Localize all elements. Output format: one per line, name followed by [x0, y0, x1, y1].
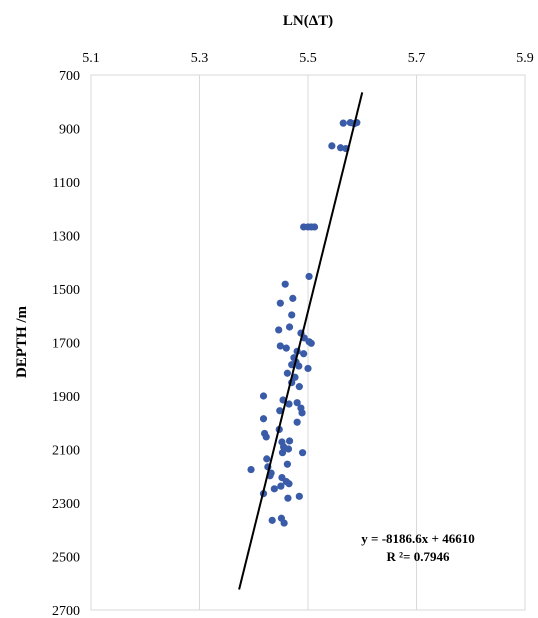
data-point — [280, 519, 288, 527]
data-point — [285, 400, 293, 408]
data-point — [291, 373, 299, 381]
data-point — [285, 323, 294, 331]
x-tick-label: 5.3 — [191, 51, 209, 66]
data-point — [288, 311, 296, 319]
data-point — [298, 449, 307, 457]
data-point — [307, 339, 315, 347]
y-tick-label: 2100 — [52, 444, 80, 459]
y-tick-label: 1900 — [52, 390, 80, 405]
y-tick-label: 1500 — [52, 283, 80, 298]
data-point — [283, 460, 291, 468]
x-tick-label: 5.7 — [408, 51, 426, 66]
y-axis-title: DEPTH /m — [14, 305, 30, 378]
data-point — [270, 485, 278, 493]
data-point — [259, 392, 268, 400]
y-tick-label: 1300 — [52, 230, 80, 245]
data-point — [310, 223, 319, 231]
data-point — [275, 326, 283, 334]
data-point — [259, 415, 268, 423]
x-tick-label: 5.1 — [82, 51, 100, 66]
y-tick-label: 900 — [59, 123, 80, 138]
y-tick-label: 1700 — [52, 337, 80, 352]
data-point — [268, 516, 276, 524]
trendline-equation: y = -8186.6x + 46610 — [361, 531, 474, 546]
x-tick-label: 5.5 — [299, 51, 317, 66]
data-point — [339, 119, 347, 127]
data-point — [295, 362, 303, 370]
data-point — [293, 418, 301, 426]
data-point — [247, 465, 255, 474]
data-point — [289, 294, 297, 302]
data-point — [283, 369, 291, 377]
x-axis-title: LN(ΔT) — [283, 13, 333, 29]
data-point — [305, 272, 313, 281]
data-point — [277, 482, 285, 490]
data-point — [295, 492, 303, 500]
data-point — [304, 364, 312, 373]
y-tick-label: 2300 — [52, 497, 80, 512]
data-point — [282, 344, 290, 352]
y-tick-label: 700 — [59, 69, 80, 84]
y-tick-label: 1100 — [53, 176, 80, 191]
data-point — [336, 144, 345, 152]
data-point — [285, 480, 293, 488]
y-tick-label: 2700 — [52, 604, 80, 618]
data-point — [293, 399, 301, 407]
trendline — [238, 92, 364, 590]
data-point — [276, 342, 284, 350]
data-point — [281, 280, 289, 288]
data-point — [276, 407, 284, 415]
data-point — [328, 142, 336, 150]
data-point — [300, 350, 308, 358]
y-tick-label: 2500 — [52, 551, 80, 566]
data-point — [284, 494, 292, 502]
data-point — [298, 409, 306, 417]
data-point — [295, 383, 303, 391]
data-point — [284, 445, 293, 453]
data-point — [262, 433, 270, 441]
data-point — [278, 449, 287, 457]
data-point — [276, 299, 284, 307]
plot-area-border — [90, 74, 526, 611]
data-point — [285, 437, 294, 445]
data-point — [263, 455, 271, 463]
x-tick-label: 5.9 — [516, 51, 534, 66]
r-squared-label: R ²= 0.7946 — [387, 549, 450, 564]
